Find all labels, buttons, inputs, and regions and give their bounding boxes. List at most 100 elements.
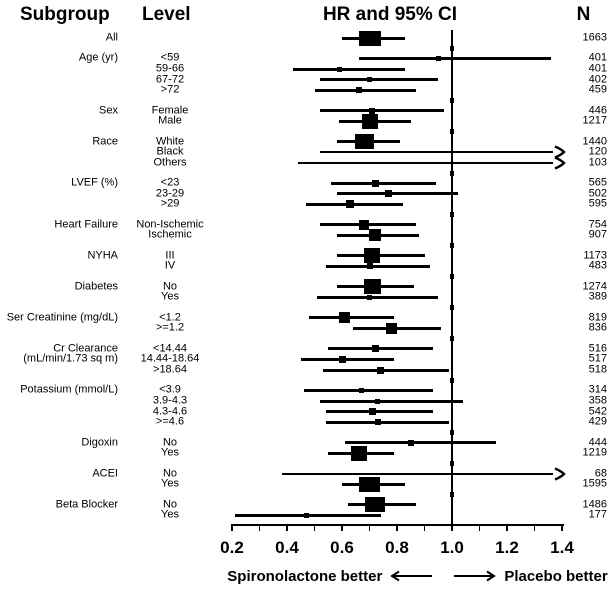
hr-point-marker <box>359 219 369 230</box>
n-value: 542 <box>588 405 607 418</box>
level-label: 14.44-18.64 <box>140 352 200 365</box>
ci-line <box>314 88 417 92</box>
reference-line <box>451 30 453 524</box>
ci-right-arrow-icon <box>553 145 566 164</box>
level-label: <23 <box>160 176 180 189</box>
n-value: 358 <box>588 394 607 407</box>
hr-point-marker <box>371 345 379 353</box>
x-axis-tick <box>258 524 261 531</box>
level-label: 59-66 <box>155 62 185 75</box>
hr-point-marker <box>354 134 374 150</box>
n-value: 1486 <box>582 498 607 511</box>
ci-line <box>336 254 425 258</box>
hr-point-marker <box>363 279 381 295</box>
level-label: >18.64 <box>153 363 187 376</box>
ci-line <box>358 56 551 60</box>
ci-line <box>320 399 463 403</box>
ci-line <box>325 420 450 424</box>
x-axis-tick-label: 0.4 <box>275 538 299 557</box>
level-label: 23-29 <box>155 187 185 200</box>
n-value: 836 <box>588 321 607 334</box>
ci-line <box>306 202 403 206</box>
hr-point-marker <box>336 66 342 72</box>
ci-line <box>320 151 553 154</box>
subgroup-label: Digoxin <box>81 436 118 449</box>
ci-line <box>325 410 433 414</box>
level-label: 67-72 <box>155 73 185 86</box>
hr-point-marker <box>371 179 379 187</box>
n-value: 177 <box>588 508 607 521</box>
n-value: 401 <box>588 62 607 75</box>
subgroup-label: Cr Clearance <box>53 342 118 355</box>
level-label: IV <box>164 259 176 272</box>
ci-right-arrow-icon <box>553 156 566 175</box>
subgroup-label: Age (yr) <box>78 51 118 64</box>
long-right-arrow-icon <box>453 570 497 582</box>
hr-point-marker <box>366 263 373 270</box>
subgroup-label: Race <box>92 135 118 148</box>
subgroup-label: All <box>105 31 118 44</box>
ci-line <box>300 357 395 361</box>
column-header-n: N <box>576 4 591 25</box>
level-label: 3.9-4.3 <box>152 394 188 407</box>
level-label: >72 <box>160 83 180 96</box>
n-value: 516 <box>588 342 607 355</box>
x-axis-tick-label: 1.0 <box>440 538 464 557</box>
subgroup-label: ACEI <box>92 467 118 480</box>
hr-point-marker <box>359 476 380 492</box>
ci-line <box>309 316 395 320</box>
hr-point-marker <box>435 55 441 61</box>
n-value: 483 <box>588 259 607 272</box>
level-label: <1.2 <box>159 311 181 324</box>
n-value: 754 <box>588 218 607 231</box>
hr-point-marker <box>303 512 309 518</box>
level-label: No <box>162 436 178 449</box>
level-label: Yes <box>161 477 179 490</box>
n-value: 459 <box>588 83 607 96</box>
hr-point-marker <box>374 419 381 426</box>
subgroup-label: LVEF (%) <box>71 176 118 189</box>
n-value: 502 <box>588 187 607 200</box>
level-label: Yes <box>161 446 179 459</box>
x-axis-tick-label: 1.2 <box>495 538 519 557</box>
ci-line <box>322 368 450 372</box>
hr-point-marker <box>364 248 381 264</box>
column-header-subgroup: Subgroup <box>20 4 110 25</box>
n-value: 314 <box>588 383 607 396</box>
x-axis-tick <box>451 524 453 531</box>
hr-point-marker <box>369 107 376 114</box>
n-value: 819 <box>588 311 607 324</box>
hr-point-marker <box>338 355 346 363</box>
x-axis-tick <box>506 524 508 531</box>
subgroup-label: Beta Blocker <box>55 498 118 511</box>
level-label: Black <box>156 145 184 158</box>
x-axis-tick <box>396 524 398 531</box>
x-axis-line <box>232 524 564 526</box>
ci-line <box>325 264 430 268</box>
level-label: <14.44 <box>153 342 187 355</box>
level-label: >29 <box>160 197 180 210</box>
level-label: >=1.2 <box>155 321 185 334</box>
hr-point-marker <box>365 497 385 513</box>
ci-line <box>320 109 444 113</box>
subgroup-label: Diabetes <box>74 280 118 293</box>
ci-line <box>328 347 433 351</box>
x-axis-tick <box>313 524 316 531</box>
ci-line <box>331 181 436 185</box>
level-label: Others <box>153 156 187 169</box>
ci-line <box>303 388 433 392</box>
n-value: 1219 <box>582 446 607 459</box>
right-direction-label: Placebo better <box>504 567 608 585</box>
ci-line <box>281 472 553 475</box>
x-axis-tick <box>478 524 481 531</box>
hr-point-marker <box>358 30 381 46</box>
n-value: 1595 <box>582 477 607 490</box>
x-axis-tick <box>561 524 563 531</box>
hr-point-marker <box>339 312 351 324</box>
subgroup-label: Ser Creatinine (mg/dL) <box>6 311 118 324</box>
hr-point-marker <box>367 77 372 83</box>
level-label: Yes <box>161 290 179 303</box>
n-value: 444 <box>588 436 607 449</box>
hr-point-marker <box>367 294 372 300</box>
